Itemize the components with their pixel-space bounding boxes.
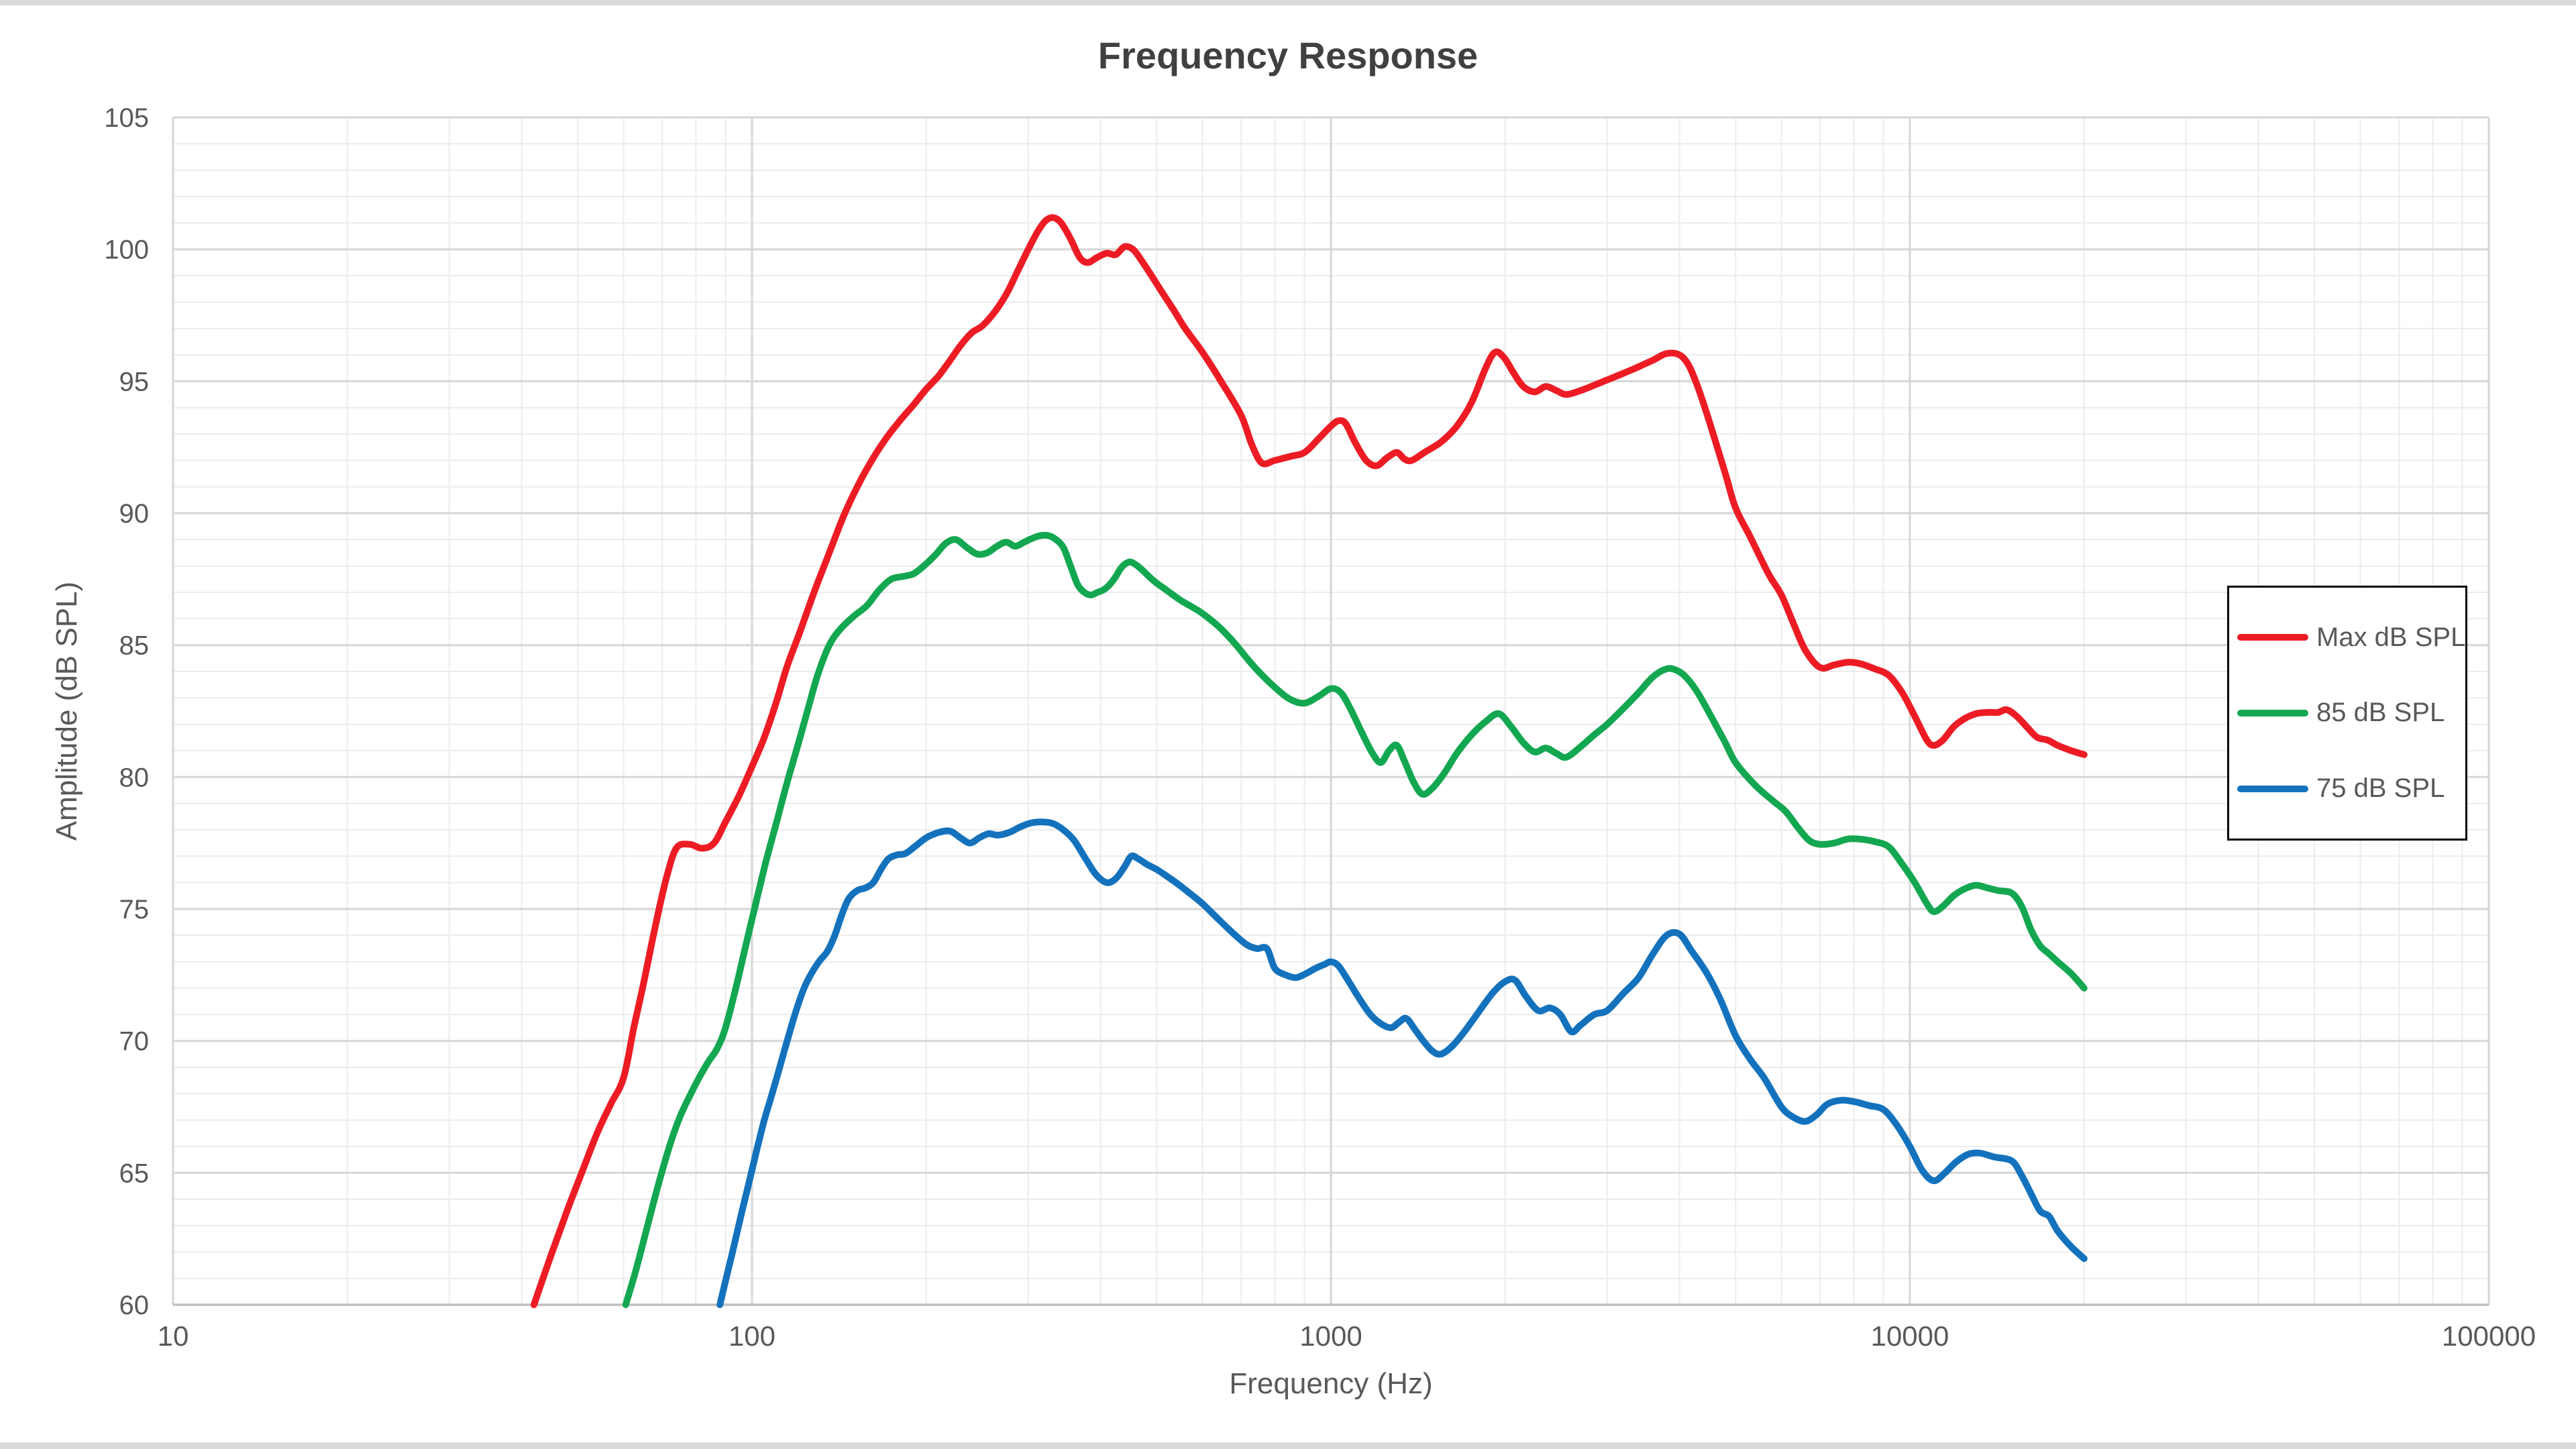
tick-labels: 60 65 70 75 80 85 90 95 100 105 10 100 1000 10000 1000… <box>104 103 2536 1352</box>
series-lines <box>530 214 2088 1308</box>
y-tick-label: 105 <box>104 103 149 133</box>
legend-item-max-db-spl: Max dB SPL <box>2229 623 2465 653</box>
legend-item-75-db-spl: 75 dB SPL <box>2229 773 2465 804</box>
x-axis-title: Frequency (Hz) <box>1229 1367 1433 1400</box>
major-gridlines <box>172 116 2490 1305</box>
x-tick-label: 10000 <box>1871 1320 1949 1352</box>
legend-line-swatch-blue <box>2237 785 2308 792</box>
legend-line-swatch-green <box>2237 709 2308 716</box>
x-tick-label: 100 <box>729 1320 775 1352</box>
window-top-edge <box>0 0 2576 5</box>
y-tick-label: 85 <box>119 631 150 661</box>
x-tick-label: 10 <box>158 1320 189 1352</box>
series-line-0 <box>530 214 2088 1308</box>
x-tick-label: 1000 <box>1299 1320 1362 1352</box>
series-line-1 <box>622 531 2088 1308</box>
x-tick-label: 100000 <box>2442 1320 2536 1352</box>
series-line-2 <box>716 818 2088 1308</box>
y-tick-label: 65 <box>119 1159 150 1188</box>
y-tick-label: 80 <box>119 763 150 792</box>
y-tick-label: 90 <box>119 499 150 529</box>
legend-line-swatch-red <box>2237 634 2308 641</box>
chart-title: Frequency Response <box>1097 34 1479 76</box>
y-axis-title: Amplitude (dB SPL) <box>50 581 83 841</box>
legend-label: 85 dB SPL <box>2316 698 2445 728</box>
legend-label: Max dB SPL <box>2316 622 2466 652</box>
legend: Max dB SPL 85 dB SPL 75 dB SPL <box>2227 586 2467 841</box>
legend-item-85-db-spl: 85 dB SPL <box>2229 698 2465 728</box>
legend-label: 75 dB SPL <box>2316 773 2445 804</box>
y-tick-label: 100 <box>104 235 149 265</box>
y-tick-label: 95 <box>119 367 150 396</box>
y-tick-label: 70 <box>119 1027 150 1057</box>
window-bottom-edge <box>0 1442 2576 1449</box>
y-tick-label: 60 <box>119 1291 150 1320</box>
y-tick-label: 75 <box>119 895 150 924</box>
